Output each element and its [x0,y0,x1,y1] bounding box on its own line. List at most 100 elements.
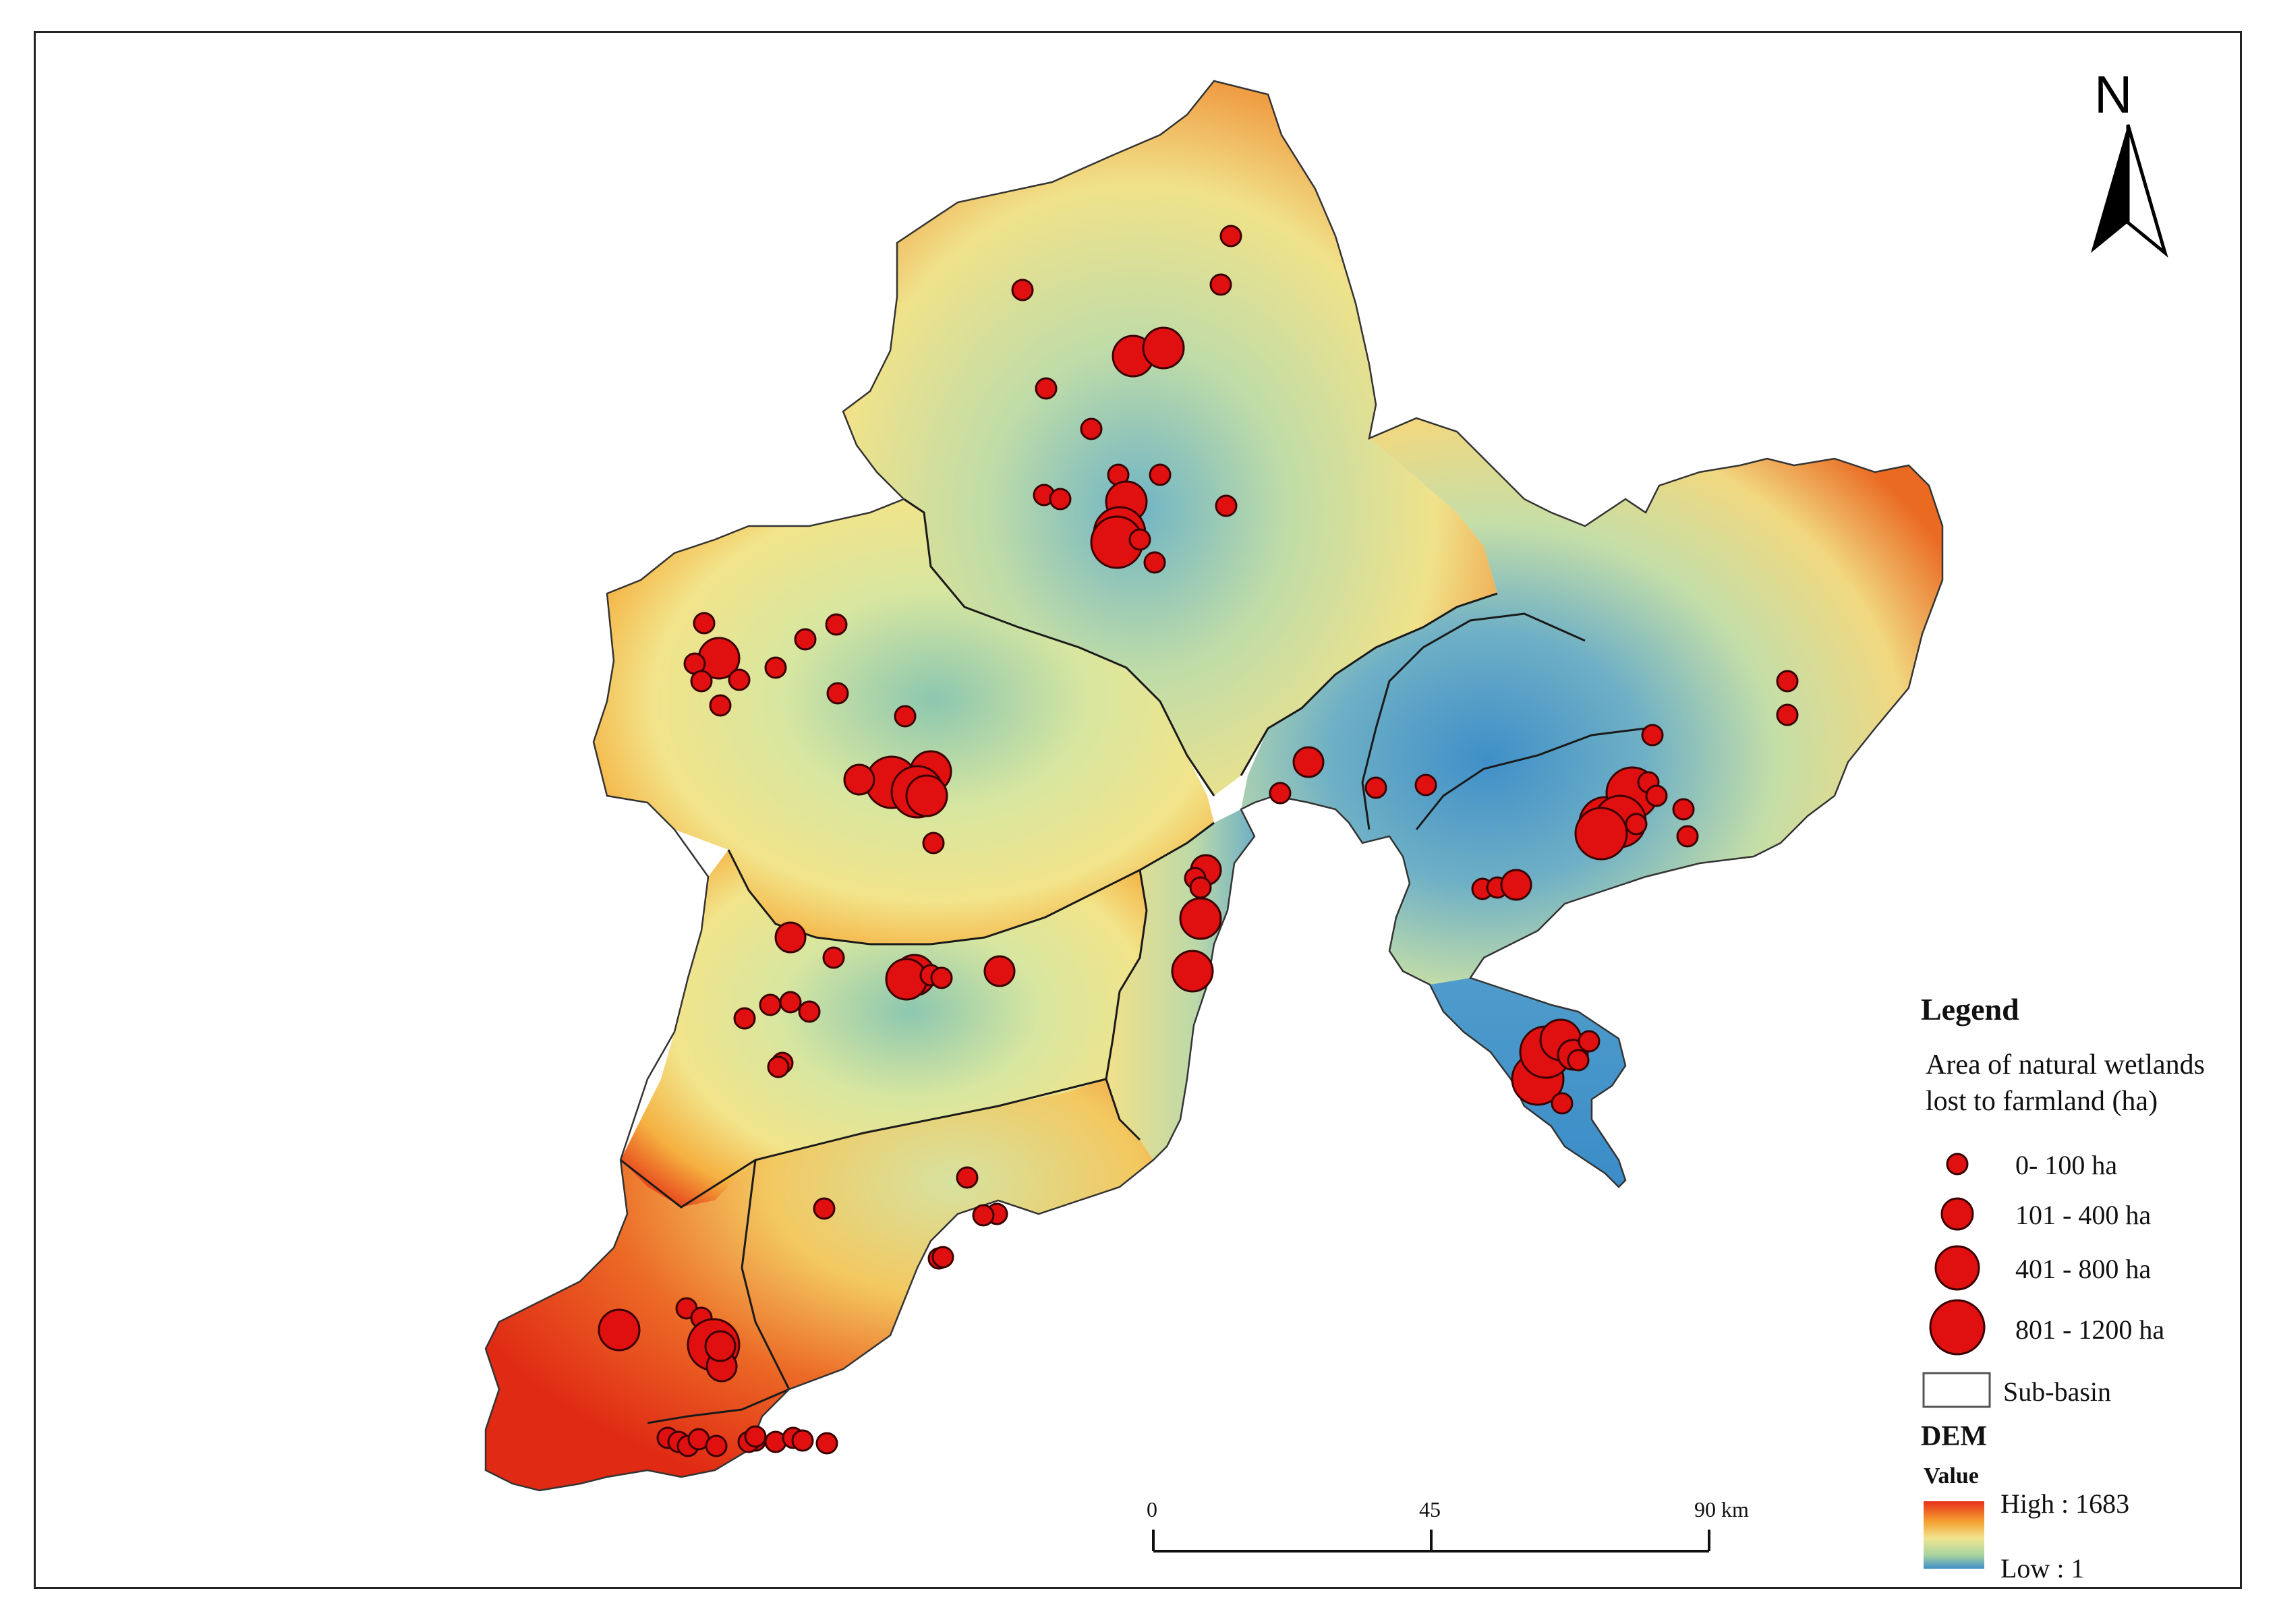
subbasin-line [1361,612,1586,830]
subbasin-boundaries [484,80,1944,1492]
wetland-loss-point [1364,776,1387,799]
wetland-loss-point [1676,825,1699,848]
wetland-loss-point [705,1434,728,1457]
dem-value-label: Value [1924,1463,1979,1488]
dem-title: DEM [1921,1421,1987,1452]
wetland-loss-point [1672,798,1695,821]
wetland-loss-point [1189,876,1212,899]
terrain-north-basin [843,81,1497,796]
scale-tick-45: 45 [1419,1497,1441,1521]
wetland-loss-point [1209,273,1232,296]
wetland-loss-point [983,955,1016,987]
wetland-loss-point [779,991,802,1014]
legend-title: Legend [1921,992,2019,1026]
wetland-loss-point [690,670,713,693]
wetland-loss-point [813,1197,836,1220]
wetland-loss-point [1149,463,1172,486]
wetland-loss-point [704,1330,737,1362]
subbasin-line [741,1159,790,1390]
wetland-loss-point [1049,488,1072,511]
wetland-loss-point [1776,703,1799,726]
legend-class-4-label: 801 - 1200 ha [2015,1314,2165,1345]
wetland-loss-point [894,705,917,728]
wetland-loss-point [1142,326,1185,370]
wetland-loss-point [1269,782,1292,805]
terrain-east-basin [1241,418,1942,985]
wetland-loss-point [1215,494,1238,517]
scale-bar [1152,1530,1710,1553]
wetland-loss-point [728,668,751,691]
wetland-loss-point [767,1055,790,1078]
basin-outline [484,80,1944,1492]
wetland-loss-point [1011,279,1034,301]
wetland-loss-point [798,1000,821,1023]
dem-low-label: Low : 1 [2000,1553,2085,1584]
legend-subbasin-swatch [1922,1372,1991,1408]
legend-symbol-class-1 [1946,1153,1969,1176]
scale-tick-90: 90 km [1694,1497,1749,1521]
scale-tick-0: 0 [1147,1497,1157,1521]
subbasin-line [620,1078,1107,1209]
legend-subtitle: Area of natural wetlands lost to farmlan… [1926,1049,2205,1117]
wetland-loss-point [1035,377,1058,400]
wetland-loss-point [815,1432,838,1455]
wetland-loss-point [1080,417,1103,440]
legend-symbol-class-2 [1940,1197,1974,1231]
wetland-loss-point [1179,897,1222,940]
wetland-loss-point [822,946,845,969]
wetland-loss-point [1625,813,1648,836]
wetland-loss-point [956,1166,979,1189]
wetland-loss-point [1578,1030,1601,1053]
wetland-loss-point [1219,225,1242,248]
wetland-loss-point [1551,1092,1574,1115]
wetland-loss-point [905,774,948,817]
subbasin-line [727,821,1215,946]
wetland-loss-point [1500,869,1532,901]
wetland-loss-point [1574,807,1628,861]
legend-class-2-label: 101 - 400 ha [2015,1200,2152,1230]
wetland-loss-point [972,1204,995,1227]
wetland-loss-point [922,832,945,854]
wetland-loss-point [744,1425,767,1448]
wetland-loss-point [1645,784,1668,807]
legend-symbol-class-4 [1929,1299,1986,1356]
wetland-loss-point [791,1429,814,1452]
wetland-loss-point [794,628,817,651]
wetland-loss-point [825,613,848,636]
wetland-loss-point [1414,774,1437,796]
subbasin-line [1415,727,1646,830]
wetland-loss-point [931,1246,954,1269]
wetland-points [598,225,1799,1457]
dem-high-label: High : 1683 [2000,1488,2130,1519]
wetland-loss-point [1567,1049,1590,1072]
north-label: N [2094,65,2133,124]
wetland-loss-point [1143,551,1166,574]
legend-class-1-label: 0- 100 ha [2015,1150,2118,1180]
wetland-loss-point [774,921,807,954]
subbasin-line [647,1388,790,1424]
wetland-loss-point [843,763,875,796]
legend-subbasin-label: Sub-basin [2003,1376,2111,1407]
terrain-southwest-basin [486,1079,1153,1490]
wetland-loss-point [1128,528,1151,551]
subbasin-line [1240,592,1498,776]
wetland-loss-point [1292,746,1325,778]
wetland-loss-point [759,993,782,1016]
wetland-loss-point [709,694,732,717]
wetland-loss-point [1776,670,1799,693]
wetland-loss-point [826,682,849,705]
map-frame [34,31,2242,1589]
wetland-loss-point [1171,950,1214,993]
north-arrow-icon [2091,124,2168,258]
terrain-central-basin [621,850,1147,1207]
subbasin-line [903,498,1215,796]
legend-symbols [1922,1153,1991,1569]
wetland-loss-point [1641,724,1664,747]
subbasin-line [1105,869,1148,1141]
wetland-loss-point [733,1007,756,1030]
legend-class-3-label: 401 - 800 ha [2015,1254,2152,1284]
wetland-loss-point [764,656,787,679]
wetland-loss-point [693,612,716,635]
legend-symbol-class-3 [1934,1245,1980,1291]
